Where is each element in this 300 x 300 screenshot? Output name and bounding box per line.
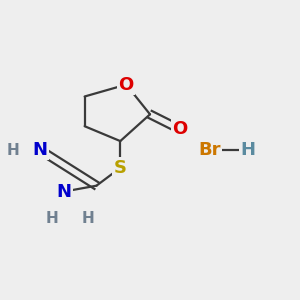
Text: O: O <box>118 76 134 94</box>
Text: N: N <box>32 141 47 159</box>
Text: H: H <box>7 142 20 158</box>
Text: H: H <box>241 141 256 159</box>
Text: H: H <box>81 211 94 226</box>
Text: Br: Br <box>198 141 221 159</box>
Text: H: H <box>46 211 58 226</box>
Text: S: S <box>114 159 127 177</box>
Text: N: N <box>56 183 71 201</box>
Text: O: O <box>172 120 187 138</box>
